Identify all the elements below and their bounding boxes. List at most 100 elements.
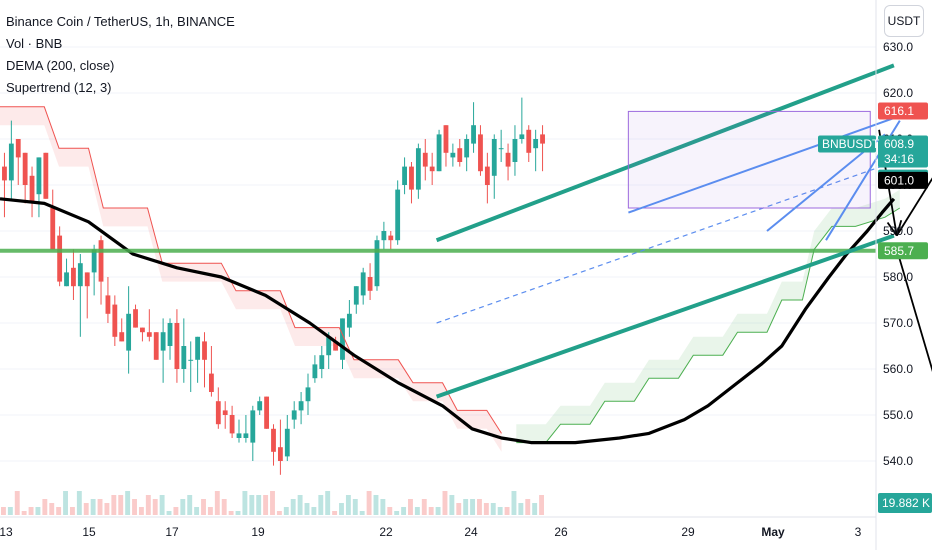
symbol-title[interactable]: Binance Coin / TetherUS, 1h, BINANCE <box>6 14 235 29</box>
volume-bar <box>180 499 186 515</box>
candle-body <box>526 129 532 153</box>
volume-bar <box>380 499 386 515</box>
drawings[interactable] <box>0 63 932 419</box>
price-tag <box>878 242 928 260</box>
candle-body <box>146 332 152 337</box>
candle-body <box>195 336 201 360</box>
symbol-tag <box>818 135 876 153</box>
candle-body <box>429 166 435 172</box>
volume-bar <box>311 507 317 515</box>
candle-body <box>105 295 111 314</box>
candle-body <box>478 134 483 172</box>
volume-tag <box>878 493 932 513</box>
volume-bar <box>132 499 137 515</box>
volume-bar <box>14 491 20 515</box>
volume-bar <box>173 507 179 515</box>
volume-bar <box>152 499 158 515</box>
price-tag <box>878 171 928 189</box>
candle-body <box>174 323 180 369</box>
volume-bar <box>297 495 303 515</box>
volume-bar <box>428 507 434 515</box>
candle-body <box>491 139 497 176</box>
volume-bar <box>304 503 310 515</box>
candle-body <box>333 341 339 351</box>
candle-body <box>381 231 387 241</box>
volume-bar <box>201 499 206 515</box>
volume-bar <box>207 507 213 515</box>
volume-bar <box>1 507 6 515</box>
candle-body <box>112 304 118 337</box>
candle-body <box>181 346 187 369</box>
y-tick-label: 590.0 <box>883 224 913 238</box>
candle-body <box>264 396 270 429</box>
candle-body <box>71 267 76 287</box>
forecast-arrow <box>896 177 932 237</box>
volume-bar <box>325 491 331 515</box>
volume-bar <box>401 507 407 515</box>
indicator-lines <box>0 106 901 445</box>
y-tick-label: 630.0 <box>883 40 913 54</box>
volume-bar <box>235 511 241 515</box>
volume-bar <box>270 491 275 515</box>
supertrend-legend[interactable]: Supertrend (12, 3) <box>6 80 112 95</box>
candle-body <box>436 134 442 172</box>
volume-bar <box>63 491 68 515</box>
channel-upper <box>435 63 895 243</box>
candle-body <box>140 327 145 333</box>
candle-body <box>402 166 407 185</box>
x-tick-label: 29 <box>681 525 695 539</box>
volume-bar <box>104 503 110 515</box>
volume-bar <box>194 507 200 515</box>
candle-body <box>312 364 318 379</box>
price-tag-value: 601.0 <box>884 173 914 187</box>
candle-body <box>519 134 525 139</box>
x-tick-label: 19 <box>251 525 265 539</box>
volume-bar <box>276 511 282 515</box>
volume-bar <box>56 507 62 515</box>
candle-body <box>8 143 14 181</box>
candle-body <box>257 401 263 411</box>
volume-bar <box>242 491 248 515</box>
volume-bars <box>1 491 544 515</box>
x-tick-label: May <box>761 525 785 539</box>
forecast-arrow <box>895 249 932 373</box>
candle-body <box>36 157 42 195</box>
x-tick-label: 13 <box>0 525 13 539</box>
candle-body <box>484 166 490 185</box>
x-tick-label: 22 <box>379 525 393 539</box>
candle-body <box>498 148 504 150</box>
y-tick-label: 580.0 <box>883 270 913 284</box>
volume-bar <box>83 503 89 515</box>
volume-bar <box>221 499 227 515</box>
volume-bar <box>21 511 27 515</box>
volume-bar <box>366 491 372 515</box>
currency-button[interactable]: USDT <box>884 5 924 37</box>
x-tick-label: 17 <box>165 525 179 539</box>
y-tick-label: 560.0 <box>883 362 913 376</box>
y-tick-label: 620.0 <box>883 86 913 100</box>
volume-bar <box>539 495 544 515</box>
candle-body <box>29 175 35 204</box>
candle-body <box>236 433 242 438</box>
candle-body <box>409 166 414 190</box>
dema-legend[interactable]: DEMA (200, close) <box>6 58 115 73</box>
candle-body <box>464 139 470 158</box>
candle-body <box>533 139 539 149</box>
volume-bar <box>125 491 131 515</box>
volume-bar <box>69 507 75 515</box>
volume-legend[interactable]: Vol · BNB <box>6 36 63 51</box>
consolidation-box <box>627 110 871 209</box>
price-tag <box>878 135 928 168</box>
price-tag-value: 585.7 <box>884 244 914 258</box>
supertrend-up-line <box>516 207 901 444</box>
candle-body <box>229 415 235 434</box>
candle-body <box>202 341 207 360</box>
volume-bar <box>421 499 427 515</box>
volume-bar <box>118 495 124 515</box>
candle-body <box>540 134 545 144</box>
candle-body <box>374 240 380 287</box>
volume-bar <box>49 503 55 515</box>
candle-body <box>208 373 214 392</box>
